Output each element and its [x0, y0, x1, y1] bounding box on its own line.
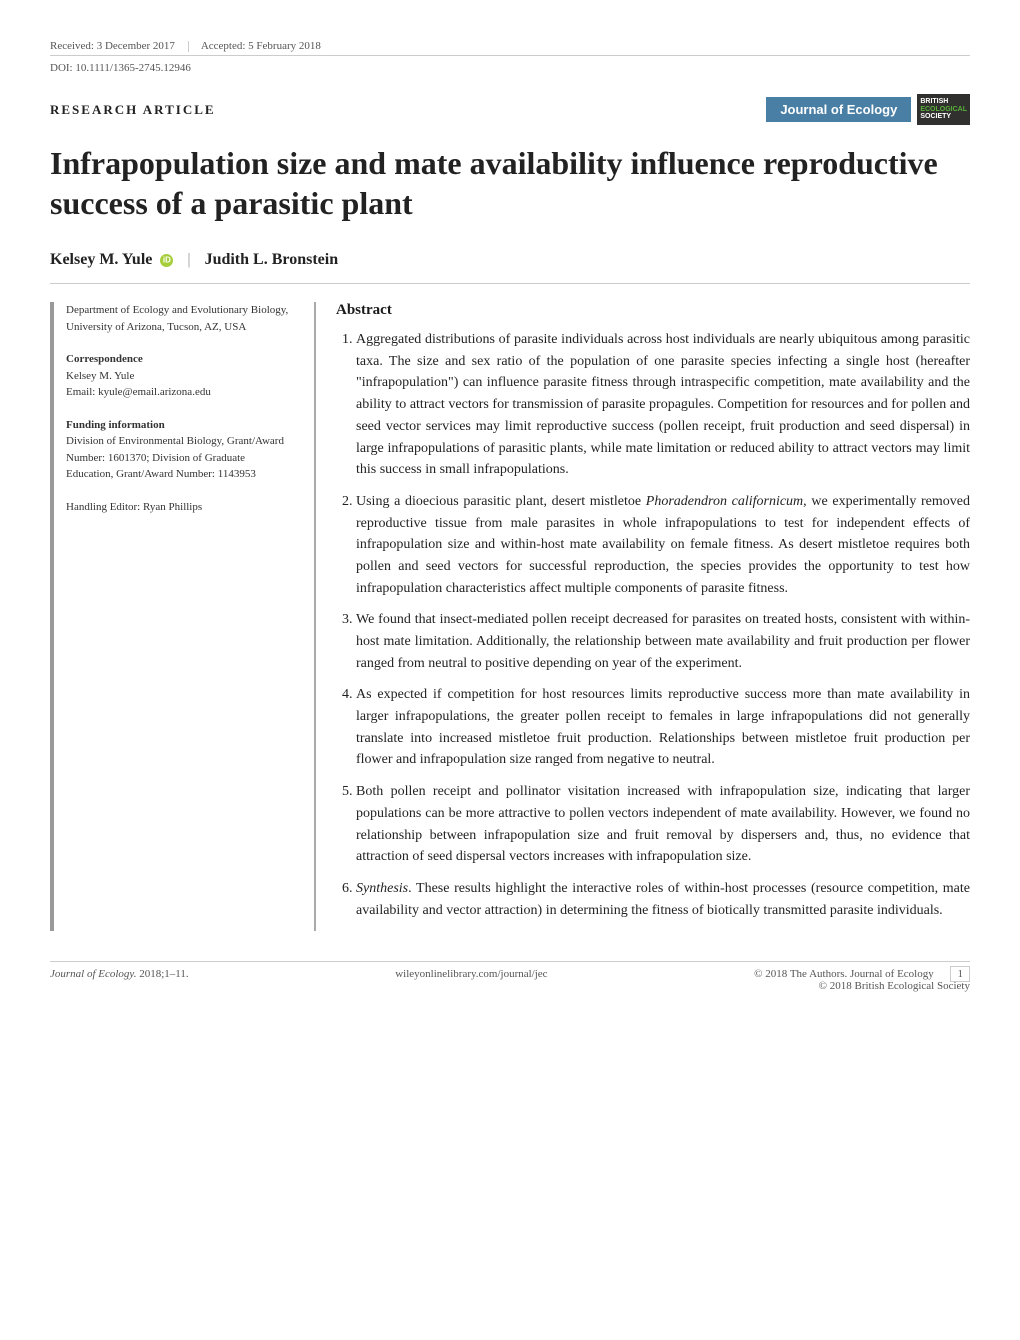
page: Received: 3 December 2017 Accepted: 5 Fe… — [0, 0, 1020, 1012]
abstract-item: Aggregated distributions of parasite ind… — [356, 329, 970, 481]
doi: DOI: 10.1111/1365-2745.12946 — [50, 62, 970, 74]
journal-badge: Journal of Ecology — [766, 97, 911, 122]
funding-block: Funding information Division of Environm… — [66, 417, 290, 483]
funding-heading: Funding information — [66, 417, 290, 434]
author-2: Judith L. Bronstein — [205, 251, 339, 268]
handling-editor: Handling Editor: Ryan Phillips — [66, 499, 290, 516]
funding-text: Division of Environmental Biology, Grant… — [66, 433, 290, 483]
footer-copyright2: © 2018 British Ecological Society — [819, 980, 970, 992]
article-title: Infrapopulation size and mate availabili… — [50, 143, 970, 223]
footer-copyright1: © 2018 The Authors. Journal of Ecology — [754, 968, 934, 980]
correspondence-heading: Correspondence — [66, 351, 290, 368]
authors: Kelsey M. Yule | Judith L. Bronstein — [50, 251, 970, 269]
society-line3: SOCIETY — [920, 113, 967, 121]
journal-badges: Journal of Ecology BRITISH ECOLOGICAL SO… — [766, 94, 970, 125]
society-line1: BRITISH — [920, 98, 967, 106]
article-type-row: RESEARCH ARTICLE Journal of Ecology BRIT… — [50, 94, 970, 125]
abstract-item: Synthesis. These results highlight the i… — [356, 878, 970, 921]
affiliation: Department of Ecology and Evolutionary B… — [66, 302, 290, 335]
affiliation-block: Department of Ecology and Evolutionary B… — [66, 302, 290, 335]
society-line2: ECOLOGICAL — [920, 106, 967, 114]
orcid-icon — [160, 254, 173, 267]
abstract-list: Aggregated distributions of parasite ind… — [336, 329, 970, 921]
abstract-column: Abstract Aggregated distributions of par… — [314, 302, 970, 931]
footer-right: © 2018 The Authors. Journal of Ecology 1… — [754, 968, 970, 992]
accepted-date: Accepted: 5 February 2018 — [201, 40, 321, 52]
meta-separator — [188, 41, 189, 52]
footer-year-pages: 2018;1–11. — [139, 968, 188, 980]
abstract-item: We found that insect-mediated pollen rec… — [356, 609, 970, 674]
abstract-item: As expected if competition for host reso… — [356, 684, 970, 771]
correspondence-name: Kelsey M. Yule — [66, 368, 290, 385]
society-badge: BRITISH ECOLOGICAL SOCIETY — [917, 94, 970, 125]
footer: Journal of Ecology. 2018;1–11. wileyonli… — [50, 961, 970, 992]
author-separator: | — [187, 251, 190, 268]
footer-center: wileyonlinelibrary.com/journal/jec — [395, 968, 547, 980]
correspondence-email: Email: kyule@email.arizona.edu — [66, 384, 290, 401]
two-column-layout: Department of Ecology and Evolutionary B… — [50, 302, 970, 931]
abstract-heading: Abstract — [336, 302, 970, 319]
abstract-item: Both pollen receipt and pollinator visit… — [356, 781, 970, 868]
editor-block: Handling Editor: Ryan Phillips — [66, 499, 290, 516]
author-1: Kelsey M. Yule — [50, 251, 152, 268]
footer-left: Journal of Ecology. 2018;1–11. — [50, 968, 189, 980]
sidebar: Department of Ecology and Evolutionary B… — [50, 302, 290, 931]
correspondence-block: Correspondence Kelsey M. Yule Email: kyu… — [66, 351, 290, 401]
header-meta: Received: 3 December 2017 Accepted: 5 Fe… — [50, 40, 970, 56]
received-date: Received: 3 December 2017 — [50, 40, 175, 52]
author-rule — [50, 283, 970, 284]
abstract-item: Using a dioecious parasitic plant, deser… — [356, 491, 970, 599]
footer-journal: Journal of Ecology. — [50, 968, 136, 980]
article-type: RESEARCH ARTICLE — [50, 102, 216, 118]
